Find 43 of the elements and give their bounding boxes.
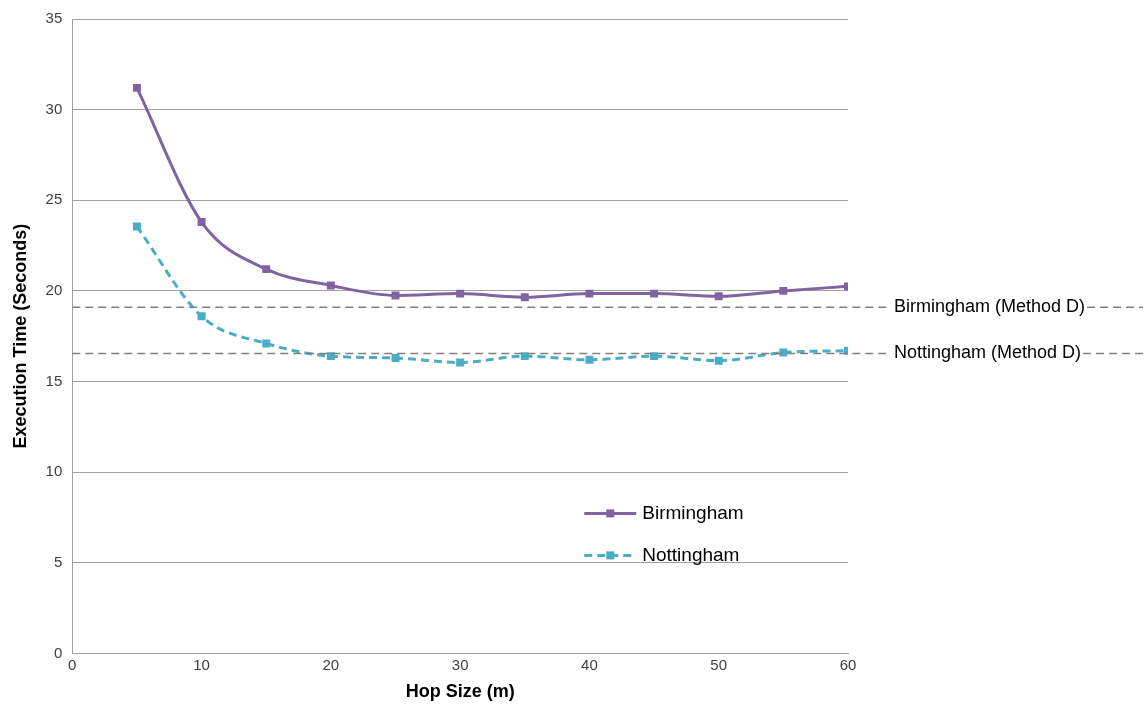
point	[650, 352, 659, 361]
point	[132, 222, 141, 231]
x-tick-label: 40	[581, 655, 598, 673]
x-tick-label: 30	[451, 655, 469, 673]
point	[326, 281, 335, 290]
y-axis-title: Execution Time (Seconds)	[9, 223, 30, 449]
point	[456, 358, 465, 367]
point	[520, 352, 529, 361]
point	[262, 339, 271, 348]
point	[326, 352, 335, 361]
point	[650, 289, 659, 298]
point	[197, 312, 206, 321]
point	[197, 218, 206, 226]
ref-line-label: Nottingham (Method D)	[894, 342, 1082, 363]
point	[585, 355, 594, 364]
point	[779, 286, 788, 295]
legend-label: Nottingham	[642, 543, 740, 565]
point	[779, 348, 788, 357]
point	[520, 293, 529, 302]
x-axis-title: Hop Size (m)	[405, 681, 515, 702]
y-tick-label: 5	[53, 552, 63, 570]
point	[391, 353, 400, 362]
point	[262, 265, 271, 274]
y-tick-label: 30	[45, 99, 63, 117]
y-tick-label: 35	[45, 9, 63, 27]
y-tick-label: 10	[45, 462, 63, 480]
x-tick-label: 60	[839, 655, 857, 673]
y-tick-label: 25	[45, 190, 63, 208]
point	[132, 83, 141, 92]
y-tick-label: 20	[45, 281, 63, 299]
x-tick-label: 20	[322, 655, 340, 673]
point	[585, 289, 594, 298]
x-tick-label: 0	[68, 655, 77, 673]
point	[714, 292, 723, 301]
x-tick-label: 50	[710, 655, 728, 673]
x-tick-label: 10	[193, 655, 210, 673]
y-tick-label: 15	[45, 371, 63, 389]
y-tick-label: 0	[53, 643, 63, 661]
point	[714, 356, 723, 365]
point	[391, 291, 400, 300]
ref-line-label: Birmingham (Method D)	[894, 296, 1086, 317]
legend-label: Birmingham	[642, 501, 744, 523]
point	[456, 289, 465, 298]
